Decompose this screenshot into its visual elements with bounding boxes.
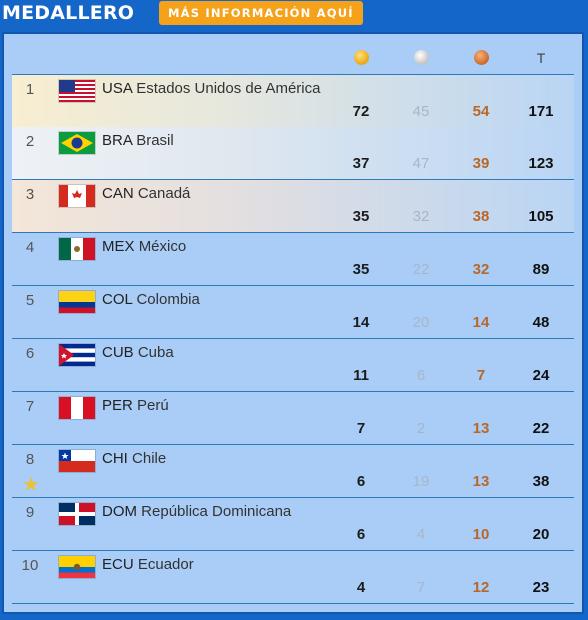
bronze-count: 13: [472, 473, 490, 490]
bronze-count: 13: [472, 420, 490, 437]
silver-count: 22: [412, 261, 430, 278]
country-label: COL Colombia: [102, 291, 200, 308]
country-label: CUB Cuba: [102, 344, 174, 361]
more-info-button[interactable]: MÁS INFORMACIÓN AQUÍ: [159, 1, 363, 25]
bronze-count: 12: [472, 579, 490, 596]
flag-mex-icon: [58, 237, 96, 261]
rank: 8: [25, 451, 35, 468]
rank: 7: [25, 398, 35, 415]
rank: 5: [25, 292, 35, 309]
bronze-medal-icon: [461, 48, 501, 68]
bronze-count: 39: [472, 155, 490, 172]
flag-chi-icon: [58, 449, 96, 473]
gold-count: 6: [356, 473, 366, 490]
table-row[interactable]: 4 MEX México 35 22 32 89: [12, 233, 574, 286]
flag-can-icon: [58, 184, 96, 208]
total-count: 38: [532, 473, 550, 490]
silver-medal-icon: [401, 48, 441, 68]
medal-table: T 1 USA Estados Unidos de América 72 45 …: [2, 32, 584, 614]
table-row[interactable]: 5 COL Colombia 14 20 14 48: [12, 286, 574, 339]
rank: 2: [25, 133, 35, 150]
total-count: 22: [532, 420, 550, 437]
table-row[interactable]: 7 PER Perú 7 2 13 22: [12, 392, 574, 445]
silver-count: 4: [416, 526, 426, 543]
rank: 1: [25, 81, 35, 98]
gold-count: 35: [352, 261, 370, 278]
silver-count: 20: [412, 314, 430, 331]
header-bar: MEDALLERO MÁS INFORMACIÓN AQUÍ: [0, 0, 588, 30]
gold-count: 7: [356, 420, 366, 437]
country-label: ECU Ecuador: [102, 556, 194, 573]
gold-count: 72: [352, 103, 370, 120]
table-row[interactable]: 1 USA Estados Unidos de América 72 45 54…: [12, 74, 574, 128]
silver-count: 47: [412, 155, 430, 172]
table-row[interactable]: 8 ★ CHI Chile 6 19 13 38: [12, 445, 574, 498]
flag-bra-icon: [58, 131, 96, 155]
silver-count: 7: [416, 579, 426, 596]
rank: 9: [25, 504, 35, 521]
host-star-icon: ★: [22, 474, 40, 496]
flag-cub-icon: [58, 343, 96, 367]
total-count: 24: [532, 367, 550, 384]
flag-usa-icon: [58, 79, 96, 103]
country-label: PER Perú: [102, 397, 169, 414]
table-row[interactable]: 2 BRA Brasil 37 47 39 123: [12, 127, 574, 180]
flag-per-icon: [58, 396, 96, 420]
rank: 6: [25, 345, 35, 362]
total-count: 23: [532, 579, 550, 596]
bronze-count: 54: [472, 103, 490, 120]
rank: 10: [21, 557, 39, 574]
gold-count: 4: [356, 579, 366, 596]
gold-count: 35: [352, 208, 370, 225]
total-count: 123: [528, 155, 554, 172]
country-label: CHI Chile: [102, 450, 167, 467]
rank: 3: [25, 186, 35, 203]
country-label: MEX México: [102, 238, 187, 255]
bronze-count: 7: [476, 367, 486, 384]
country-label: DOM República Dominicana: [102, 503, 292, 520]
silver-count: 19: [412, 473, 430, 490]
flag-ecu-icon: [58, 555, 96, 579]
flag-col-icon: [58, 290, 96, 314]
country-label: USA Estados Unidos de América: [102, 80, 321, 97]
total-column-header: T: [536, 50, 546, 66]
gold-count: 11: [353, 367, 369, 384]
country-label: BRA Brasil: [102, 132, 174, 149]
page-title: MEDALLERO: [2, 2, 135, 24]
table-row[interactable]: 3 CAN Canadá 35 32 38 105: [12, 180, 574, 233]
silver-count: 45: [412, 103, 430, 120]
bronze-count: 38: [472, 208, 490, 225]
table-row[interactable]: 6 CUB Cuba 11 6 7 24: [12, 339, 574, 392]
total-count: 20: [532, 526, 550, 543]
gold-count: 6: [356, 526, 366, 543]
total-count: 171: [528, 103, 554, 120]
table-row[interactable]: 10 ECU Ecuador 4 7 12 23: [12, 551, 574, 604]
silver-count: 6: [416, 367, 426, 384]
gold-count: 37: [352, 155, 370, 172]
silver-count: 2: [416, 420, 426, 437]
total-count: 48: [532, 314, 550, 331]
total-count: 105: [528, 208, 554, 225]
country-label: CAN Canadá: [102, 185, 191, 202]
bronze-count: 32: [472, 261, 490, 278]
flag-dom-icon: [58, 502, 96, 526]
bronze-count: 14: [472, 314, 490, 331]
gold-count: 14: [352, 314, 370, 331]
table-row[interactable]: 9 DOM República Dominicana 6 4 10 20: [12, 498, 574, 551]
gold-medal-icon: [341, 48, 381, 68]
silver-count: 32: [412, 208, 430, 225]
rank: 4: [25, 239, 35, 256]
bronze-count: 10: [472, 526, 490, 543]
total-count: 89: [532, 261, 550, 278]
